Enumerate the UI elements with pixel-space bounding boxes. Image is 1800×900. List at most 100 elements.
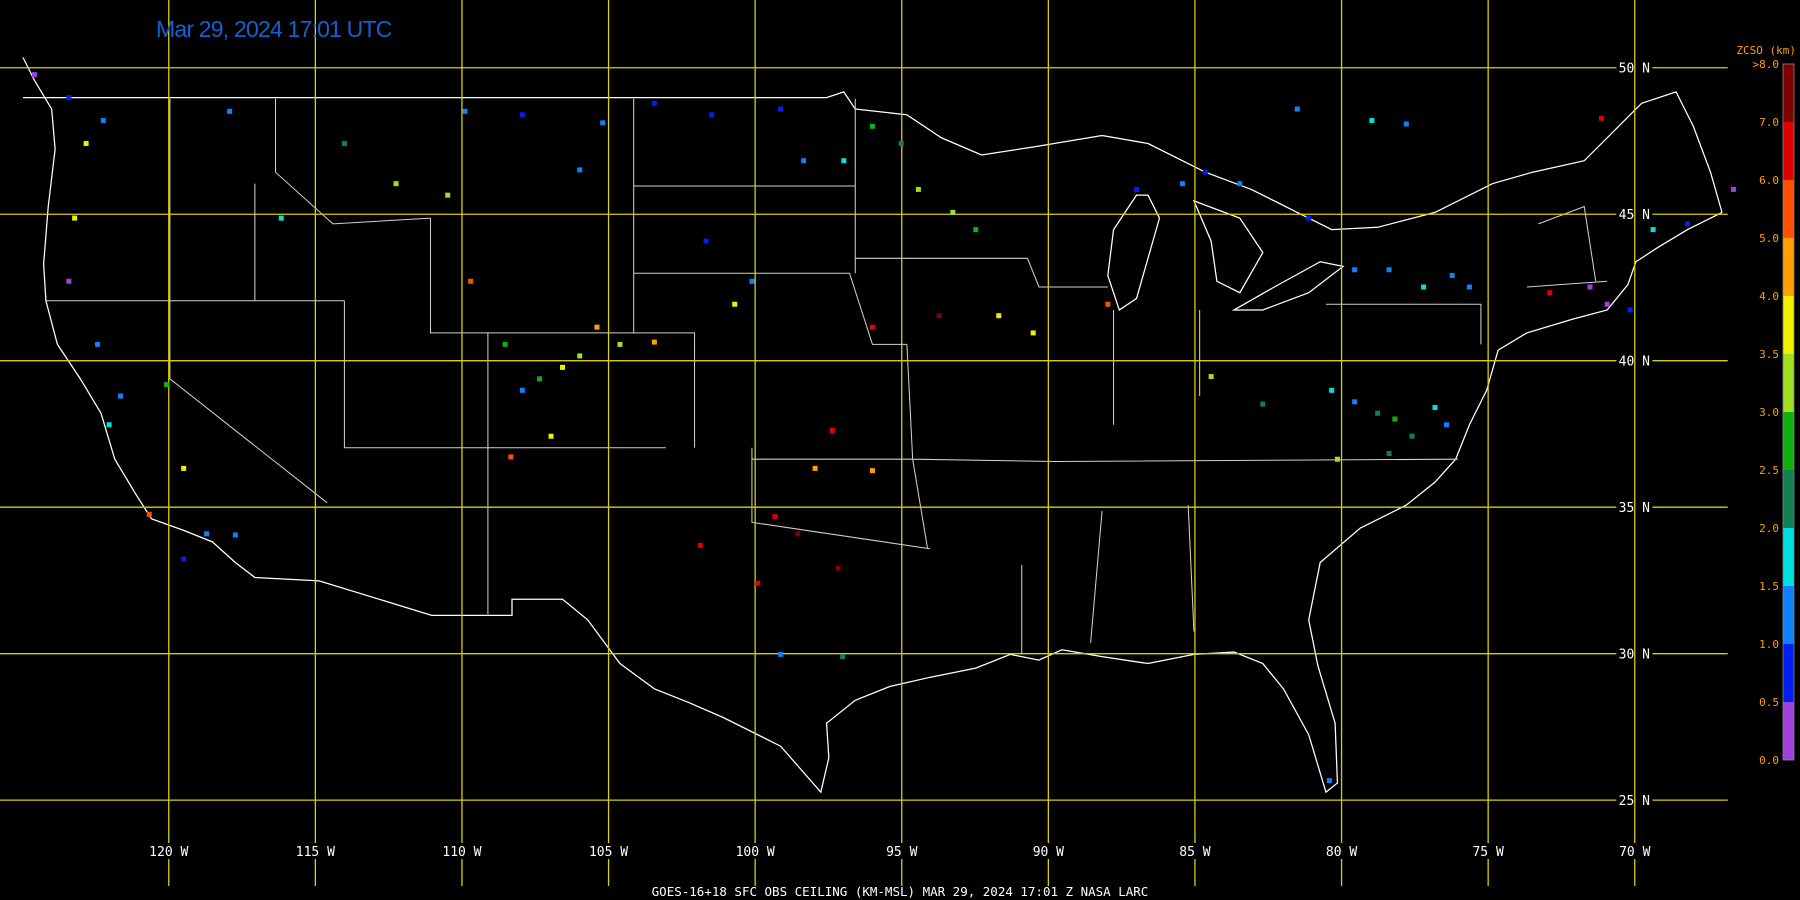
map-title: Mar 29, 2024 17:01 UTC: [156, 16, 392, 42]
station: [118, 393, 124, 399]
station: [1627, 307, 1633, 313]
stations: [31, 72, 1736, 784]
station: [898, 141, 904, 146]
legend-band: [1783, 470, 1794, 528]
legend-label: 3.5: [1759, 348, 1779, 361]
station: [163, 382, 169, 388]
station: [749, 278, 755, 284]
station: [1334, 456, 1340, 462]
label-backdrop: [1319, 843, 1366, 859]
legend-label: 6.0: [1759, 174, 1779, 187]
station: [66, 95, 72, 101]
station: [1386, 450, 1392, 456]
legend-band: [1783, 644, 1794, 702]
station: [709, 112, 715, 118]
legend-label: 3.0: [1759, 406, 1779, 419]
legend-band: [1783, 238, 1794, 296]
station: [1237, 181, 1243, 187]
label-backdrop: [733, 843, 780, 859]
station: [651, 339, 657, 345]
longitude-label: 85 W: [1179, 845, 1210, 860]
station: [651, 100, 657, 106]
label-backdrop: [1612, 843, 1659, 859]
legend-band: [1783, 586, 1794, 644]
station: [778, 651, 784, 657]
station: [548, 433, 554, 439]
station: [778, 106, 784, 112]
station: [1587, 284, 1593, 290]
station: [869, 468, 875, 474]
lake-erie: [1231, 261, 1345, 311]
station: [869, 324, 875, 330]
legend-label: >8.0: [1753, 58, 1780, 71]
legend-label: 0.0: [1759, 754, 1779, 767]
station: [869, 123, 875, 129]
station: [772, 514, 778, 520]
footer: GOES-16+18 SFC OBS CEILING (KM-MSL) MAR …: [652, 884, 1149, 899]
station: [1369, 118, 1375, 124]
label-backdrop: [293, 843, 340, 859]
legend-band: [1783, 122, 1794, 180]
station: [697, 542, 703, 548]
station: [445, 192, 451, 198]
station: [1443, 422, 1449, 428]
legend-frame: [1782, 63, 1795, 761]
label-backdrop: [1466, 843, 1513, 859]
station: [1598, 115, 1604, 121]
legend-label: 1.0: [1759, 638, 1779, 651]
station: [1375, 410, 1381, 416]
legend-band: [1783, 296, 1794, 354]
station: [1547, 290, 1553, 296]
station: [829, 428, 835, 433]
station: [950, 209, 956, 215]
geography: [22, 57, 1723, 794]
station: [66, 278, 72, 284]
station: [537, 376, 543, 382]
legend-label: 5.0: [1759, 232, 1779, 245]
station: [936, 313, 942, 319]
station: [732, 301, 738, 307]
station: [1604, 301, 1610, 307]
station: [468, 278, 474, 284]
station: [1134, 186, 1140, 192]
station: [560, 364, 566, 370]
station: [462, 108, 468, 114]
station: [1386, 267, 1392, 273]
longitude-label: 95 W: [886, 845, 917, 860]
longitude-label: 75 W: [1472, 845, 1503, 860]
station: [840, 654, 846, 660]
label-backdrop: [586, 843, 633, 859]
longitude-label: 70 W: [1619, 845, 1650, 860]
station: [1352, 399, 1358, 405]
station: [1730, 186, 1736, 192]
station: [508, 454, 514, 460]
station: [1306, 215, 1312, 221]
station: [973, 227, 979, 233]
longitude-label: 105 W: [589, 845, 628, 860]
station: [1685, 221, 1691, 227]
label-backdrop: [439, 843, 486, 859]
station: [95, 341, 101, 347]
coastline: [22, 57, 1723, 794]
station: [31, 72, 37, 78]
label-backdrop: [879, 843, 926, 859]
longitude-label: 80 W: [1326, 845, 1357, 860]
station: [227, 108, 233, 114]
legend-band: [1783, 702, 1794, 760]
station: [617, 341, 623, 347]
station: [1202, 169, 1208, 175]
station: [1650, 227, 1656, 233]
station: [1260, 401, 1266, 407]
legend-band: [1783, 64, 1794, 122]
station: [594, 324, 600, 330]
station: [996, 313, 1002, 319]
station: [100, 118, 106, 124]
station: [1179, 181, 1185, 187]
station: [1326, 778, 1332, 784]
legend-label: 1.5: [1759, 580, 1779, 593]
station: [1403, 121, 1409, 127]
label-backdrop: [146, 843, 193, 859]
station: [577, 167, 583, 173]
